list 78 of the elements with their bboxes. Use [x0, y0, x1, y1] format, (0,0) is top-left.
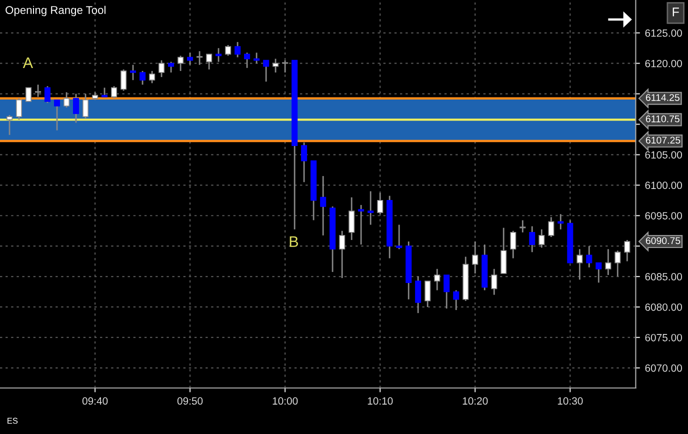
candlestick [434, 268, 440, 291]
x-tick-label: 09:40 [82, 397, 108, 405]
candlestick [444, 274, 450, 310]
candlestick [149, 70, 156, 84]
y-tick-label: 6085.00 [645, 273, 682, 280]
ref-line-label: 6107.25 [646, 136, 680, 144]
candlestick [596, 262, 602, 284]
candlestick [500, 227, 507, 274]
candlestick [320, 175, 326, 236]
candlestick [44, 85, 51, 104]
candlestick [424, 280, 431, 308]
candlestick [520, 219, 526, 234]
y-tick-label: 6100.00 [645, 182, 682, 190]
candlestick [301, 142, 308, 183]
candlestick [168, 61, 174, 74]
candlestick [187, 52, 194, 66]
candlestick [510, 230, 516, 259]
annotation: A [22, 57, 34, 68]
y-tick-label: 6120.00 [645, 60, 682, 68]
candlestick [25, 87, 32, 102]
ref-line-label: 6110.75 [646, 115, 680, 122]
candlestick [415, 276, 422, 314]
candlestick [529, 226, 536, 253]
text: ES [8, 418, 18, 424]
candlestick [206, 54, 212, 70]
candlestick [263, 60, 270, 82]
x-tick-label: 10:10 [368, 397, 393, 405]
x-tick-label: 10:30 [558, 397, 583, 405]
y-tick-label: 6080.00 [645, 303, 682, 311]
candlestick [120, 68, 127, 92]
y-tick-label: 6095.00 [645, 212, 682, 220]
candlestick [111, 85, 118, 100]
candlestick [140, 70, 146, 86]
x-tick-label: 10:20 [462, 397, 488, 405]
y-tick-label: 6070.00 [645, 364, 682, 372]
ref-line-label: 6114.25 [646, 94, 680, 101]
y-tick-label: 6075.00 [645, 334, 682, 342]
candlestick [396, 224, 402, 250]
candlestick [82, 93, 89, 119]
candlestick [614, 250, 621, 278]
candlestick [35, 84, 42, 98]
candlestick [348, 196, 355, 241]
candlestick [6, 114, 13, 136]
candlestick [101, 87, 108, 98]
candlestick [624, 239, 630, 262]
candlestick [368, 190, 374, 226]
candlestick [272, 58, 279, 74]
x-tick-label: 09:50 [177, 397, 203, 405]
candlestick [72, 93, 80, 124]
candlestick [158, 60, 165, 78]
candlestick [491, 268, 498, 296]
candlestick [339, 230, 346, 279]
candlestick [178, 55, 184, 72]
candlestick [234, 41, 241, 58]
chart-title: Opening Range Tool [6, 6, 106, 16]
candlestick [130, 64, 136, 81]
candlestick [282, 60, 288, 74]
candlestick [576, 248, 583, 280]
candlestick [358, 204, 364, 246]
x-tick-label: 10:00 [272, 397, 298, 405]
text: F [672, 8, 679, 16]
candlestick [586, 245, 592, 268]
annotation: B [290, 236, 298, 247]
candlestick [225, 44, 232, 56]
y-tick-label: 6105.00 [645, 151, 682, 159]
candlestick [196, 50, 203, 66]
candlestick [538, 228, 545, 248]
candlestick [54, 99, 60, 132]
candlestick [377, 192, 384, 215]
text: 6090.75 [646, 237, 680, 244]
candlestick [453, 290, 460, 311]
candlestick [472, 240, 478, 274]
candlestick [548, 216, 554, 238]
candlestick [244, 52, 250, 69]
y-tick-label: 6125.00 [645, 29, 682, 37]
candlestick [605, 248, 612, 276]
candlestick [64, 92, 70, 108]
candlestick [16, 98, 22, 120]
